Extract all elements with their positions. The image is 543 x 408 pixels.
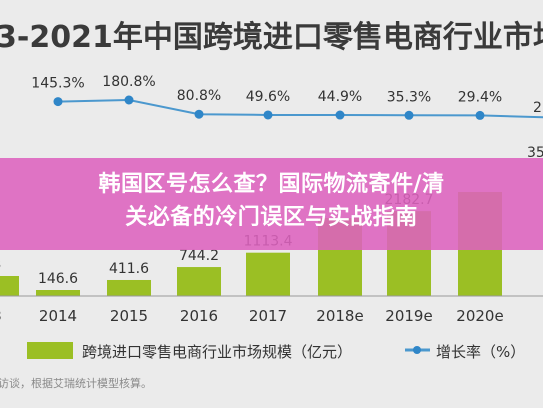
growth-rate-label-3: 49.6% xyxy=(246,89,290,105)
source-note: 访谈，根据艾瑞统计模型核算。 xyxy=(0,376,152,390)
growth-rate-point-6 xyxy=(475,110,485,120)
banner-line-1: 韩国区号怎么查？国际物流寄件/清 xyxy=(98,172,445,197)
x-tick-label-2016: 2016 xyxy=(180,307,218,325)
bar-3 xyxy=(0,276,19,296)
bar-value-label-3: 3 xyxy=(0,257,1,273)
bar-value-label-2016: 744.2 xyxy=(179,248,219,264)
growth-rate-label-4: 44.9% xyxy=(318,89,362,105)
growth-rate-line xyxy=(57,98,543,119)
legend-bar-label: 跨境进口零售电商行业市场规模（亿元） xyxy=(82,343,352,361)
bar-2017 xyxy=(246,252,290,296)
bar-value-label-2015: 411.6 xyxy=(109,261,149,277)
x-tick-label-2019e: 2019e xyxy=(385,307,432,325)
growth-rate-point-1 xyxy=(124,95,134,105)
growth-rate-point-0 xyxy=(53,97,63,107)
legend-bar-swatch xyxy=(27,342,73,359)
x-tick-label-2020e: 2020e xyxy=(456,307,503,325)
x-tick-label-2018e: 2018e xyxy=(316,307,363,325)
legend-line-label: 增长率（%） xyxy=(436,343,525,361)
bar-value-label-edge: 35 xyxy=(527,145,543,161)
x-tick-label-2014: 2014 xyxy=(39,307,77,325)
growth-line-layer xyxy=(53,95,543,120)
bar-value-label-2014: 146.6 xyxy=(38,271,78,287)
growth-rate-label-0: 145.3% xyxy=(31,76,84,92)
banner-line-2: 关必备的冷门误区与实战指南 xyxy=(125,205,418,230)
chart-title: 3-2021年中国跨境进口零售电商行业市场 xyxy=(0,20,543,55)
growth-rate-point-2 xyxy=(194,109,204,119)
banner-text: 韩国区号怎么查？国际物流寄件/清 关必备的冷门误区与实战指南 xyxy=(0,168,543,234)
growth-rate-point-5 xyxy=(404,110,414,120)
x-tick-label-2017: 2017 xyxy=(249,307,287,325)
growth-rate-label-1: 180.8% xyxy=(102,74,155,90)
title-banner xyxy=(0,158,543,250)
x-tick-label-3: 3 xyxy=(0,307,2,325)
growth-rate-label-6: 29.4% xyxy=(458,89,502,105)
growth-rate-point-4 xyxy=(335,110,345,120)
x-tick-label-2015: 2015 xyxy=(110,307,148,325)
growth-rate-label-2: 80.8% xyxy=(177,88,221,104)
bar-2015 xyxy=(107,279,151,296)
bar-2016 xyxy=(177,267,221,296)
growth-rate-label-5: 35.3% xyxy=(387,89,431,105)
growth-rate-label-edge: 2 xyxy=(533,100,542,116)
legend-line-marker xyxy=(413,346,421,354)
bar-2014 xyxy=(36,290,80,296)
growth-rate-point-3 xyxy=(263,110,273,120)
